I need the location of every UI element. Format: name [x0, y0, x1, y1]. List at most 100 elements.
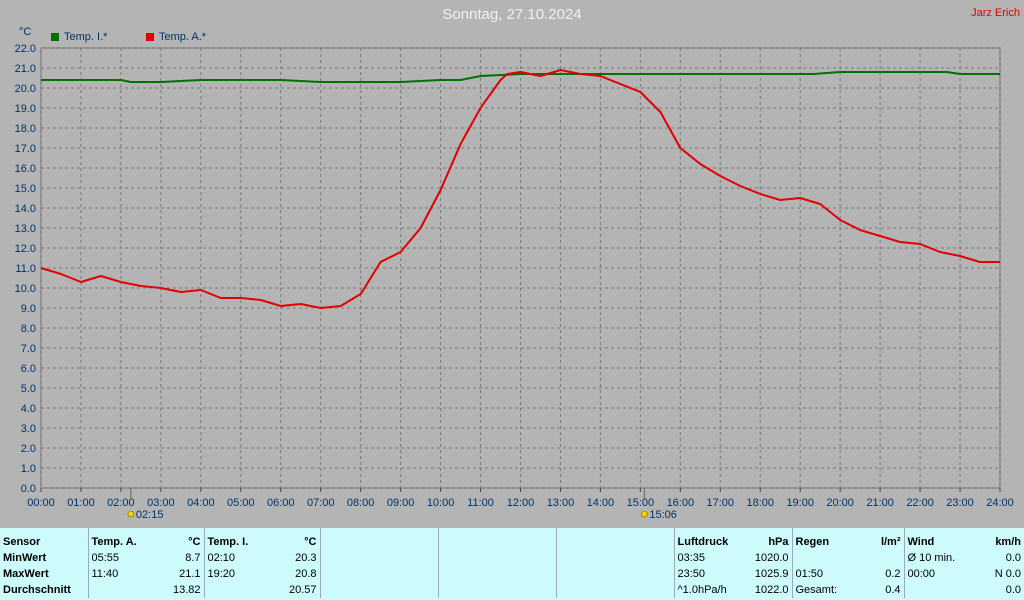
stats-cell [555, 528, 674, 550]
stats-cell: 02:10 [203, 550, 264, 566]
stats-cell: 03:35 [673, 550, 736, 566]
stats-cell: 20.57 [288, 584, 317, 596]
legend-item-temp-outside: Temp. A.* [146, 31, 206, 43]
stats-cell: 20.8 [295, 568, 317, 580]
stats-cell [791, 550, 856, 566]
x-tick-label: 19:00 [786, 497, 814, 509]
y-tick-label: 21.0 [15, 63, 36, 75]
sunrise-icon [127, 510, 135, 518]
stats-cell [555, 550, 674, 566]
y-tick-label: 13.0 [15, 223, 36, 235]
y-tick-label: 11.0 [15, 263, 36, 275]
y-tick-label: 19.0 [15, 103, 36, 115]
stats-cell: 01:50 [791, 566, 856, 582]
stats-cell: 19:20 [203, 566, 264, 582]
stats-cell [437, 550, 556, 566]
stats-cell: ^1.0hPa/h [673, 582, 736, 598]
stats-cell: N 0.0 [994, 568, 1021, 580]
stats-cell [856, 550, 904, 566]
y-tick-label: 5.0 [21, 383, 36, 395]
annotations: 02:15 15:06 [127, 488, 677, 521]
y-tick-label: 6.0 [21, 363, 36, 375]
stats-cell: km/h [995, 536, 1021, 548]
y-tick-label: 0.0 [21, 483, 36, 495]
y-tick-label: 2.0 [21, 443, 36, 455]
y-tick-label: 10.0 [15, 283, 36, 295]
stats-cell [437, 582, 556, 598]
stats-cell [437, 566, 556, 582]
stats-row: MinWert 05:55 8.7 02:10 20.3 03:35 1020.0 Ø 10 … [0, 550, 1024, 566]
y-tick-label: 14.0 [15, 203, 36, 215]
x-tick-label: 21:00 [866, 497, 894, 509]
x-tick-label: 20:00 [826, 497, 854, 509]
x-tick-label: 09:00 [387, 497, 415, 509]
stats-cell: 11:40 [87, 566, 148, 582]
x-tick-label: 00:00 [27, 497, 55, 509]
stats-cell [903, 582, 970, 598]
x-tick-label: 03:00 [147, 497, 175, 509]
stats-cell [555, 566, 674, 582]
y-tick-label: 22.0 [15, 43, 36, 55]
stats-cell: Temp. I. [203, 528, 264, 550]
x-tick-label: 23:00 [946, 497, 974, 509]
author-label: Jarz Erich [971, 7, 1020, 19]
stats-cell [87, 582, 148, 598]
stats-cell: °C [188, 536, 201, 548]
y-tick-label: 4.0 [21, 403, 36, 415]
stats-cell: 0.0 [1005, 584, 1021, 596]
stats-cell [319, 528, 438, 550]
stats-cell: 8.7 [185, 552, 201, 564]
stats-cell: Ø 10 min. [903, 550, 970, 566]
stats-table: Sensor Temp. A. °C Temp. I. °C Luftdruck hPa Re… [0, 528, 1024, 600]
series-lines [40, 69, 1000, 309]
sunset-icon [641, 510, 648, 518]
y-tick-label: 8.0 [21, 323, 36, 335]
grid-lines [40, 47, 1001, 492]
sun-glyph [641, 510, 648, 518]
x-tick-label: 10:00 [427, 497, 455, 509]
stats-cell: 00:00 [903, 566, 970, 582]
stats-cell: Regen [791, 528, 856, 550]
stats-cell: 0.0 [1005, 552, 1021, 564]
stats-cell: 0.4 [885, 584, 901, 596]
stats-cell [203, 582, 264, 598]
x-tick-label: 05:00 [227, 497, 255, 509]
stats-cell [319, 582, 438, 598]
x-tick-label: 08:00 [347, 497, 375, 509]
y-tick-label: 16.0 [15, 163, 36, 175]
stats-cell: Wind [903, 528, 970, 550]
stats-cell: 21.1 [179, 568, 201, 580]
y-tick-label: 7.0 [21, 343, 36, 355]
y-tick-label: 3.0 [21, 423, 36, 435]
x-axis-ticks: 00:00 01:00 02:00 03:00 04:00 05:00 06:00 07:00… [27, 497, 1014, 509]
legend-swatch-red [146, 33, 154, 41]
stats-row: Durchschnitt 13.82 20.57 ^1.0hPa/h 1022.0 Ges… [0, 582, 1024, 598]
temperature-chart: 0.0 1.0 2.0 3.0 4.0 5.0 6.0 7.0 8.0 9.0 10.0 11.0 12… [15, 43, 1014, 521]
x-tick-label: 04:00 [187, 497, 215, 509]
y-tick-label: 1.0 [21, 463, 36, 475]
stats-cell: hPa [768, 536, 789, 548]
stats-cell: 0.2 [885, 568, 901, 580]
x-tick-label: 07:00 [307, 497, 335, 509]
stats-cell: 1025.9 [754, 568, 789, 580]
stats-cell: 20.3 [295, 552, 317, 564]
annotation-label: 15:06 [649, 509, 677, 521]
stats-cell: °C [304, 536, 317, 548]
stats-cell: 13.82 [172, 584, 201, 596]
stats-cell [319, 566, 438, 582]
series-line-temp-outside [40, 69, 1000, 309]
stats-cell: Luftdruck [673, 528, 736, 550]
x-tick-label: 18:00 [746, 497, 774, 509]
x-tick-label: 15:00 [627, 497, 655, 509]
x-tick-label: 16:00 [667, 497, 695, 509]
chart-title: Sonntag, 27.10.2024 [442, 6, 582, 23]
y-tick-label: 18.0 [15, 123, 36, 135]
y-tick-label: 9.0 [21, 303, 36, 315]
x-tick-label: 11:00 [467, 497, 494, 509]
x-tick-label: 02:00 [107, 497, 135, 509]
x-tick-label: 14:00 [587, 497, 615, 509]
stats-row: Sensor Temp. A. °C Temp. I. °C Luftdruck hPa Re… [0, 528, 1024, 550]
x-tick-label: 24:00 [986, 497, 1014, 509]
annotation-label: 02:15 [136, 509, 164, 521]
stats-cell: 05:55 [87, 550, 148, 566]
